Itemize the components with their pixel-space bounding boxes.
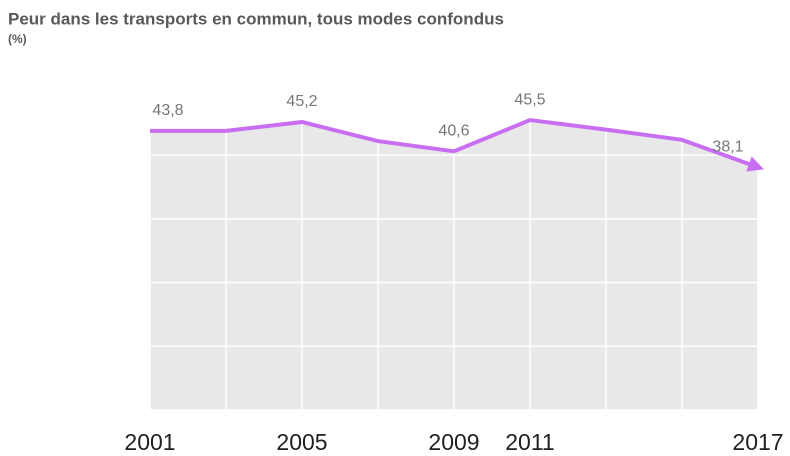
x-tick-label: 2005 [276,429,327,455]
chart-subtitle: (%) [8,32,27,46]
data-label: 40,6 [438,123,469,140]
data-label: 45,5 [514,91,545,108]
x-tick-label: 2009 [428,429,479,455]
x-tick-label: 2011 [505,429,554,455]
x-tick-label: 2001 [124,429,175,455]
data-label: 45,2 [286,93,317,110]
x-tick-label: 2017 [732,429,783,455]
data-label: 38,1 [712,138,743,155]
chart-title: Peur dans les transports en commun, tous… [8,9,504,28]
data-label: 43,8 [152,102,183,119]
line [150,118,765,172]
